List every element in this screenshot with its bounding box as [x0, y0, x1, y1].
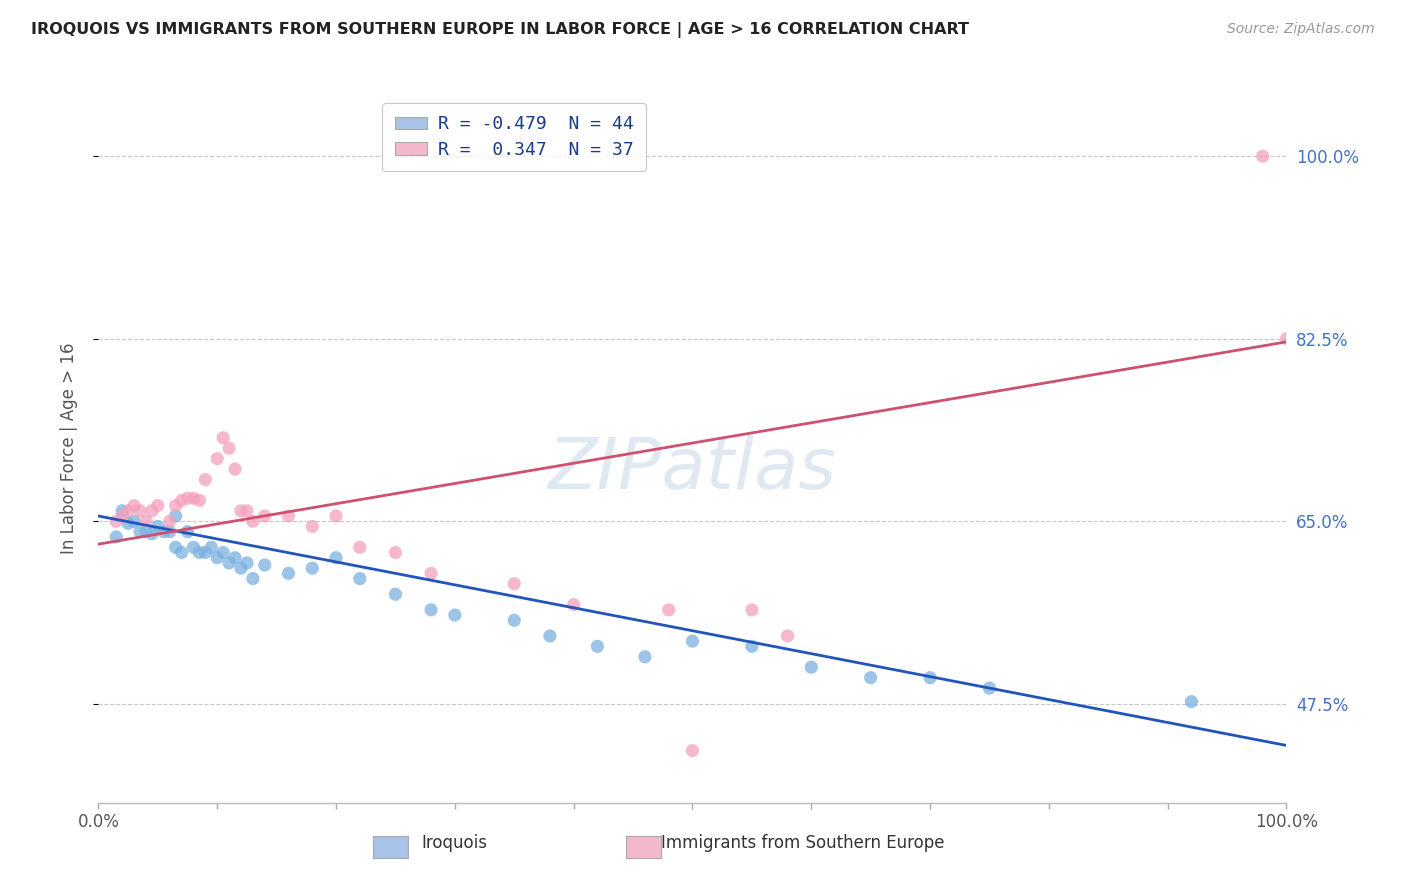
Point [741, 640, 763, 654]
Point [183, 541, 205, 555]
Point [146, 519, 169, 533]
Point [111, 508, 134, 523]
Point [224, 462, 246, 476]
Point [503, 576, 526, 591]
Point [277, 566, 299, 581]
Point [218, 556, 240, 570]
Point [117, 516, 139, 531]
Point [301, 561, 323, 575]
Point [165, 499, 187, 513]
Point [135, 514, 157, 528]
Point [538, 629, 561, 643]
Point [207, 451, 229, 466]
Point [776, 629, 799, 643]
Point [800, 660, 823, 674]
Point [165, 541, 187, 555]
Point [105, 514, 128, 528]
Point [170, 545, 193, 559]
Point [681, 744, 703, 758]
Point [141, 504, 163, 518]
Text: ZIPatlas: ZIPatlas [548, 435, 837, 504]
Point [135, 524, 157, 539]
Point [122, 514, 145, 528]
Point [503, 613, 526, 627]
Point [117, 504, 139, 518]
Point [242, 572, 264, 586]
Point [325, 550, 347, 565]
Point [384, 545, 406, 559]
Point [194, 545, 217, 559]
Point [212, 545, 235, 559]
Point [229, 504, 252, 518]
Point [122, 499, 145, 513]
Point [277, 508, 299, 523]
Point [129, 524, 152, 539]
Point [658, 603, 681, 617]
Text: Source: ZipAtlas.com: Source: ZipAtlas.com [1227, 22, 1375, 37]
Text: Iroquois: Iroquois [422, 834, 488, 852]
Point [242, 514, 264, 528]
Point [920, 671, 942, 685]
Point [170, 493, 193, 508]
Point [562, 598, 585, 612]
Point [176, 524, 198, 539]
Point [444, 608, 467, 623]
Point [1180, 695, 1202, 709]
Point [218, 442, 240, 456]
Point [1275, 332, 1298, 346]
Point [420, 566, 443, 581]
Point [165, 508, 187, 523]
Point [349, 572, 371, 586]
Point [176, 491, 198, 506]
Point [634, 649, 657, 664]
Point [159, 514, 181, 528]
Point [188, 493, 211, 508]
Point [212, 431, 235, 445]
Point [384, 587, 406, 601]
Point [741, 603, 763, 617]
Legend: R = -0.479  N = 44, R =  0.347  N = 37: R = -0.479 N = 44, R = 0.347 N = 37 [382, 103, 647, 171]
Point [349, 541, 371, 555]
Point [586, 640, 609, 654]
Point [188, 545, 211, 559]
Point [152, 524, 174, 539]
Point [681, 634, 703, 648]
Point [207, 550, 229, 565]
Point [200, 541, 222, 555]
Point [253, 558, 276, 572]
Point [129, 504, 152, 518]
Point [236, 504, 259, 518]
Point [1251, 149, 1274, 163]
Point [111, 504, 134, 518]
Point [979, 681, 1001, 695]
Point [253, 508, 276, 523]
Point [325, 508, 347, 523]
Point [301, 519, 323, 533]
Point [146, 499, 169, 513]
Point [420, 603, 443, 617]
Point [236, 556, 259, 570]
Y-axis label: In Labor Force | Age > 16: In Labor Force | Age > 16 [59, 343, 77, 554]
Point [105, 530, 128, 544]
Point [224, 550, 246, 565]
Point [859, 671, 882, 685]
Point [229, 561, 252, 575]
Text: IROQUOIS VS IMMIGRANTS FROM SOUTHERN EUROPE IN LABOR FORCE | AGE > 16 CORRELATIO: IROQUOIS VS IMMIGRANTS FROM SOUTHERN EUR… [31, 22, 969, 38]
Point [194, 473, 217, 487]
Point [183, 491, 205, 506]
Point [159, 524, 181, 539]
Text: Immigrants from Southern Europe: Immigrants from Southern Europe [661, 834, 945, 852]
Point [141, 526, 163, 541]
